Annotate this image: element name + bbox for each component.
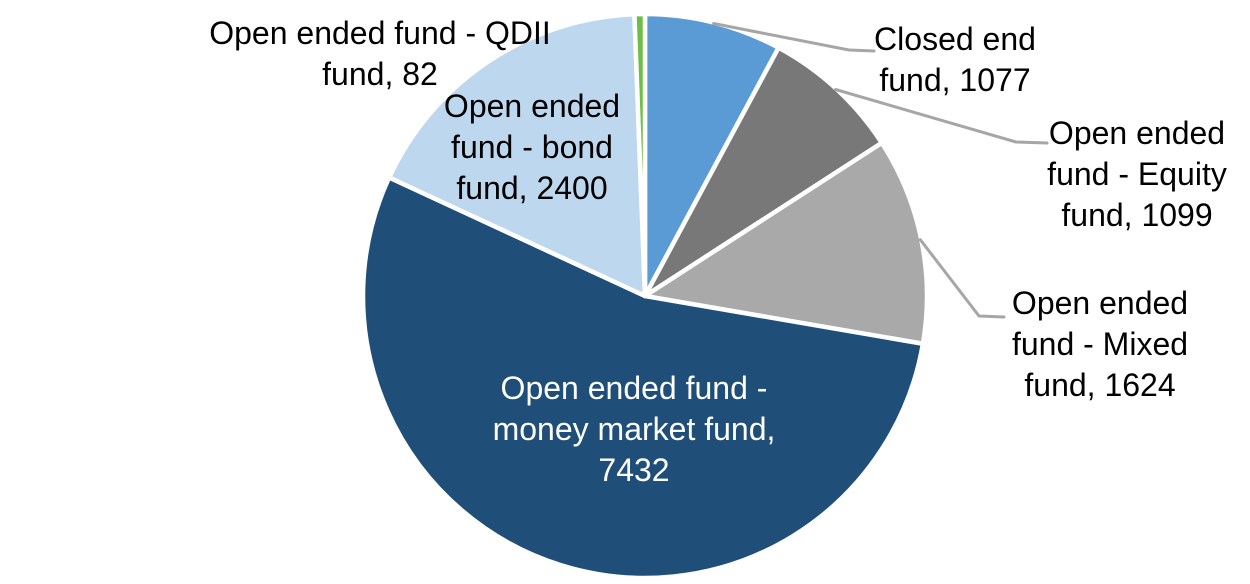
pie-slice-money_market: [360, 175, 926, 581]
pie-slice-bond: [386, 11, 648, 299]
slice-label-line: Open ended: [1048, 115, 1226, 151]
slice-label-line: Open ended: [443, 88, 621, 124]
leader-line-equity: [834, 88, 1049, 145]
slice-label-line: fund - Mixed: [1011, 326, 1189, 362]
slice-label-line: fund - Equity: [1047, 156, 1227, 192]
pie-slice-qdii: [632, 11, 648, 299]
slice-label-line: 7432: [598, 452, 670, 488]
slice-label-closed_end: Closed end fund, 1077: [874, 19, 1036, 101]
slice-label-line: Open ended fund - QDII: [209, 15, 551, 51]
slice-label-money_market: Open ended fund - money market fund, 7432: [493, 368, 776, 491]
slice-label-line: Open ended fund -: [500, 370, 768, 406]
slice-label-equity: Open ended fund - Equity fund, 1099: [1047, 113, 1227, 236]
slice-label-line: Open ended: [1011, 285, 1189, 321]
slice-label-bond: Open ended fund - bond fund, 2400: [444, 86, 620, 209]
slice-label-line: fund, 1077: [879, 62, 1031, 98]
slice-label-line: fund, 82: [322, 56, 438, 92]
slice-label-line: fund, 2400: [456, 170, 608, 206]
slice-label-mixed: Open ended fund - Mixed fund, 1624: [1012, 283, 1188, 406]
slice-label-line: money market fund,: [492, 411, 776, 447]
slice-label-line: fund - bond: [451, 129, 613, 165]
slice-label-line: fund, 1624: [1024, 367, 1176, 403]
leader-line-mixed: [918, 238, 1006, 319]
leader-line-closed_end: [712, 22, 876, 53]
slice-label-qdii: Open ended fund - QDII fund, 82: [209, 13, 551, 95]
slice-label-line: Closed end: [874, 21, 1036, 57]
slice-label-line: fund, 1099: [1061, 197, 1213, 233]
